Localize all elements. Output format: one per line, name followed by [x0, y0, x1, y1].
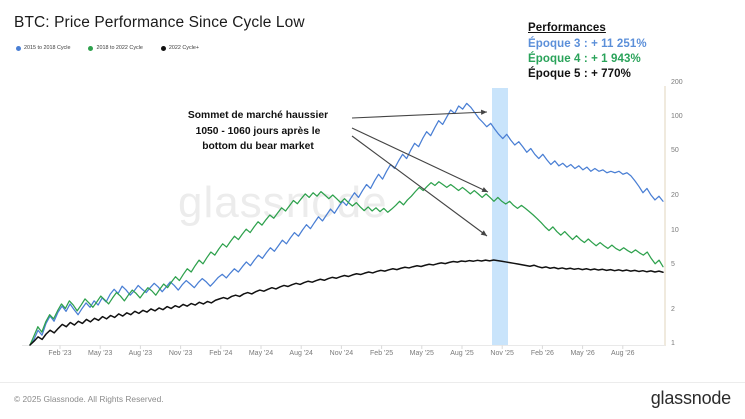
x-axis-label: May '23: [88, 350, 113, 357]
legend-item-3[interactable]: 2022 Cycle+: [160, 45, 200, 51]
x-axis-label: Aug '26: [611, 350, 635, 357]
legend-color-swatch-icon: [160, 45, 166, 51]
performances-box: Performances Époque 3 : + 11 251% Époque…: [528, 22, 647, 80]
y-axis-label: 50: [671, 147, 679, 155]
legend-color-swatch-icon: [16, 45, 21, 51]
performance-row-epoque-3: Époque 3 : + 11 251%: [528, 38, 647, 50]
x-axis-label: Aug '25: [450, 350, 474, 357]
annotation-line-3: bottom du bear market: [202, 141, 314, 152]
annotation-line-1: Sommet de marché haussier: [187, 110, 329, 121]
performance-row-epoque-4: Époque 4 : + 1 943%: [528, 53, 641, 65]
x-axis-label: Nov '24: [329, 350, 354, 357]
series-line-3: [29, 259, 664, 346]
copyright-text: © 2025 Glassnode. All Rights Reserved.: [14, 394, 164, 404]
x-axis-label: Nov '25: [490, 350, 514, 357]
annotation-arrowhead-2: [481, 187, 488, 192]
legend-item-1[interactable]: 2015 to 2018 Cycle: [16, 45, 70, 51]
annotation-arrow-1: [351, 111, 488, 119]
y-axis-label: 200: [671, 79, 683, 86]
annotation-arrow-2: [351, 127, 489, 193]
y-axis-label: 5: [671, 260, 675, 268]
glassnode-logo: glassnode: [650, 388, 731, 408]
x-axis-label: Feb '24: [209, 350, 233, 357]
y-axis-label: 10: [671, 226, 679, 234]
y-axis-label: 100: [671, 113, 683, 121]
x-axis-label: Aug '24: [289, 350, 313, 357]
chart-legend: 2015 to 2018 Cycle 2018 to 2022 Cycle 2022…: [16, 45, 199, 51]
x-axis-label: Feb '26: [530, 350, 554, 357]
series-line-1: [29, 102, 664, 346]
footer: © 2025 Glassnode. All Rights Reserved. g…: [0, 382, 745, 419]
annotation-arrow-3: [351, 135, 488, 237]
chart-annotation: Sommet de marché haussier 1050 - 1060 jo…: [160, 108, 356, 155]
legend-item-2[interactable]: 2018 to 2022 Cycle: [88, 45, 143, 51]
series-line-2: [29, 181, 664, 346]
x-axis-label: May '25: [409, 350, 434, 357]
legend-item-label: 2018 to 2022 Cycle: [96, 45, 143, 51]
annotation-arrowhead-1: [481, 109, 487, 115]
legend-item-label: 2022 Cycle+: [168, 45, 200, 51]
performance-row-epoque-5: Époque 5 : + 770%: [528, 68, 631, 80]
y-axis-label: 1: [671, 340, 675, 347]
chart-plot-area: [22, 86, 666, 349]
x-axis-label: May '26: [570, 350, 595, 357]
x-axis-label: Nov '23: [168, 350, 193, 357]
x-axis-label: May '24: [248, 350, 274, 357]
performances-title: Performances: [528, 22, 606, 34]
x-axis-label: Feb '23: [48, 350, 72, 357]
annotation-arrowhead-3: [480, 230, 487, 236]
legend-color-swatch-icon: [88, 45, 94, 51]
x-axis-label: Feb '25: [370, 350, 394, 357]
x-axis-label: Aug '23: [128, 350, 153, 357]
legend-item-label: 2015 to 2018 Cycle: [24, 45, 71, 51]
highlight-band: [492, 88, 508, 345]
y-axis-label: 20: [671, 192, 679, 200]
annotation-line-2: 1050 - 1060 jours après le: [195, 125, 321, 137]
page-title: BTC: Price Performance Since Cycle Low: [14, 14, 305, 31]
y-axis-label: 2: [671, 305, 675, 313]
